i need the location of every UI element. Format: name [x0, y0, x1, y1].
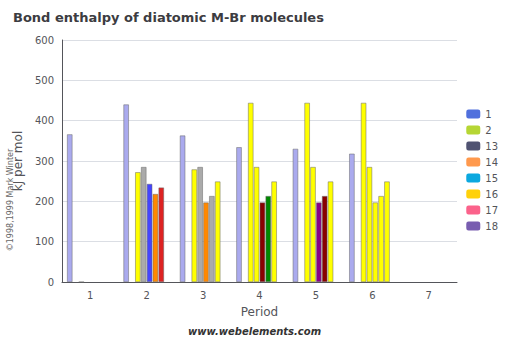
svg-text:400: 400 — [35, 115, 54, 126]
svg-text:1: 1 — [87, 290, 93, 301]
svg-text:6: 6 — [369, 290, 375, 301]
svg-text:500: 500 — [35, 75, 54, 86]
svg-text:200: 200 — [35, 196, 54, 207]
svg-text:16: 16 — [485, 189, 498, 200]
svg-text:600: 600 — [35, 35, 54, 46]
svg-text:Period: Period — [241, 305, 278, 319]
svg-text:18: 18 — [485, 221, 498, 232]
svg-text:www.webelements.com: www.webelements.com — [188, 326, 321, 337]
svg-text:300: 300 — [35, 156, 54, 167]
svg-text:17: 17 — [485, 205, 498, 216]
svg-text:7: 7 — [426, 290, 432, 301]
svg-text:1: 1 — [485, 109, 491, 120]
svg-text:100: 100 — [35, 236, 54, 247]
svg-text:kJ per mol: kJ per mol — [11, 131, 25, 191]
svg-text:0: 0 — [48, 277, 54, 288]
svg-text:5: 5 — [313, 290, 319, 301]
svg-text:2: 2 — [143, 290, 149, 301]
svg-text:13: 13 — [485, 141, 498, 152]
svg-text:Bond enthalpy of diatomic M-Br: Bond enthalpy of diatomic M-Br molecules — [13, 10, 324, 25]
svg-text:15: 15 — [485, 173, 498, 184]
svg-text:4: 4 — [256, 290, 262, 301]
svg-text:2: 2 — [485, 125, 491, 136]
svg-text:3: 3 — [200, 290, 206, 301]
svg-text:14: 14 — [485, 157, 498, 168]
svg-text:©1998,1999 Mark Winter: ©1998,1999 Mark Winter — [5, 148, 15, 252]
